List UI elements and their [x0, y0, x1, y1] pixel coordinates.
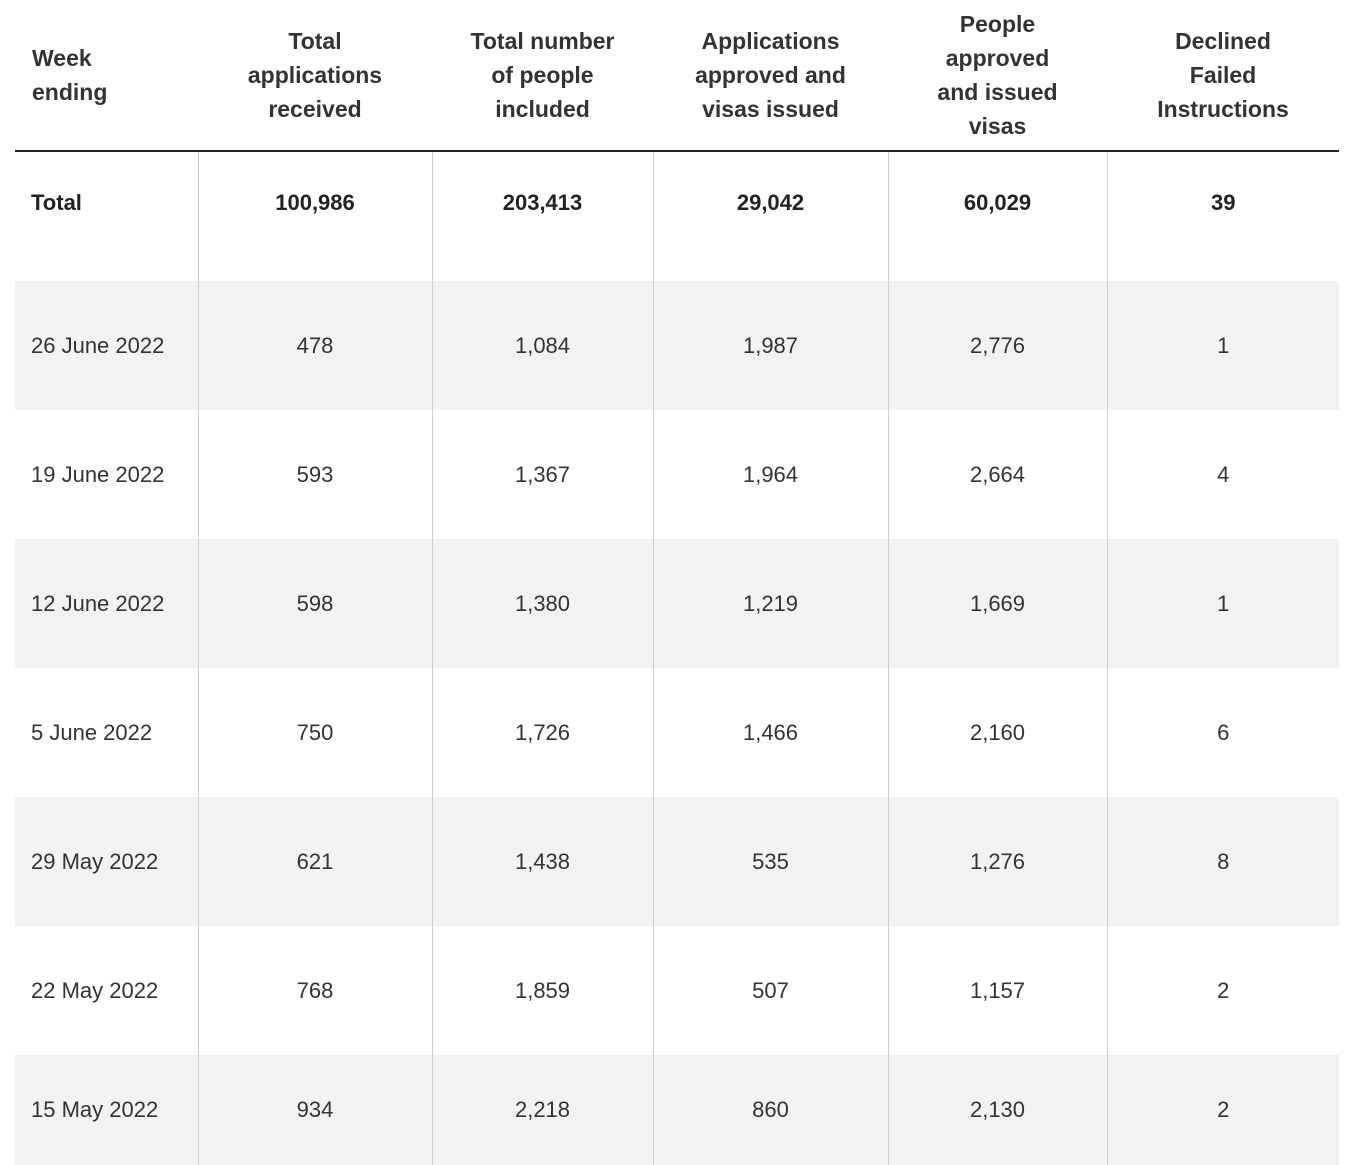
table-cell: 1,726: [431, 668, 653, 797]
table-cell: 598: [197, 539, 432, 668]
table-cell: 1: [1106, 539, 1339, 668]
table-cell: 1,367: [431, 410, 653, 539]
table-cell: 2: [1106, 1055, 1339, 1165]
table-cell: 2,218: [431, 1055, 653, 1165]
header-applications-approved: Applications approved and visas issued: [653, 0, 888, 152]
table-cell: 507: [652, 926, 888, 1055]
table-cell: 2: [1106, 926, 1339, 1055]
table-cell: 8: [1106, 797, 1339, 926]
visa-statistics-table-container: Week ending Total applications received …: [15, 0, 1339, 1165]
table-header: Week ending Total applications received …: [15, 0, 1339, 152]
header-total-people-included: Total number of people included: [432, 0, 653, 152]
table-cell: Total: [31, 190, 82, 215]
table-row: 26 June 2022 478 1,084 1,987 2,776 1: [15, 281, 1339, 410]
table-cell: 4: [1106, 410, 1339, 539]
table-cell: 535: [652, 797, 888, 926]
table-cell: 2,130: [887, 1055, 1107, 1165]
table-cell: 1,084: [431, 281, 653, 410]
header-row: Week ending Total applications received …: [15, 0, 1339, 152]
table-row-total: Total 100,986 203,413 29,042 60,029 39: [15, 151, 1339, 281]
table-row: 22 May 2022 768 1,859 507 1,157 2: [15, 926, 1339, 1055]
table-cell: 26 June 2022: [15, 281, 198, 410]
visa-statistics-table: Week ending Total applications received …: [15, 0, 1339, 1165]
table-cell: 768: [197, 926, 432, 1055]
table-cell: 1,276: [887, 797, 1107, 926]
table-body: Total 100,986 203,413 29,042 60,029 39 2…: [15, 151, 1339, 1165]
table-cell: 203,413: [431, 151, 653, 281]
header-week-ending: Week ending: [15, 0, 198, 152]
table-row: 29 May 2022 621 1,438 535 1,276 8: [15, 797, 1339, 926]
header-total-applications-received: Total applications received: [198, 0, 432, 152]
table-cell: 750: [197, 668, 432, 797]
table-row: 5 June 2022 750 1,726 1,466 2,160 6: [15, 668, 1339, 797]
table-row: 12 June 2022 598 1,380 1,219 1,669 1: [15, 539, 1339, 668]
table-cell: 478: [197, 281, 432, 410]
table-cell: 2,776: [887, 281, 1107, 410]
table-cell: 593: [197, 410, 432, 539]
table-cell: 1,964: [652, 410, 888, 539]
table-cell: 1,859: [431, 926, 653, 1055]
table-cell: 60,029: [887, 151, 1107, 281]
header-people-approved: People approved and issued visas: [888, 0, 1107, 152]
table-cell: 934: [197, 1055, 432, 1165]
table-cell: 1: [1106, 281, 1339, 410]
table-row: 15 May 2022 934 2,218 860 2,130 2: [15, 1055, 1339, 1165]
table-cell: 1,669: [887, 539, 1107, 668]
table-cell: 1,157: [887, 926, 1107, 1055]
table-cell: 19 June 2022: [31, 461, 165, 487]
table-cell: 621: [197, 797, 432, 926]
table-cell: 39: [1106, 151, 1339, 281]
table-cell: 2,160: [887, 668, 1107, 797]
table-cell: 29 May 2022: [15, 797, 198, 926]
table-cell: 1,219: [652, 539, 888, 668]
table-cell: 100,986: [197, 151, 432, 281]
table-cell: 2,664: [887, 410, 1107, 539]
table-cell: 1,987: [652, 281, 888, 410]
table-cell: 22 May 2022: [31, 977, 159, 1003]
table-row: 19 June 2022 593 1,367 1,964 2,664 4: [15, 410, 1339, 539]
table-cell: 1,438: [431, 797, 653, 926]
table-cell: 15 May 2022: [15, 1055, 198, 1165]
table-cell: 12 June 2022: [15, 539, 198, 668]
table-cell: 5 June 2022: [31, 719, 153, 745]
table-cell: 1,466: [652, 668, 888, 797]
table-cell: 6: [1106, 668, 1339, 797]
table-cell: 1,380: [431, 539, 653, 668]
header-declined-failed-instructions: Declined Failed Instructions: [1107, 0, 1339, 152]
table-cell: 860: [652, 1055, 888, 1165]
table-cell: 29,042: [652, 151, 888, 281]
